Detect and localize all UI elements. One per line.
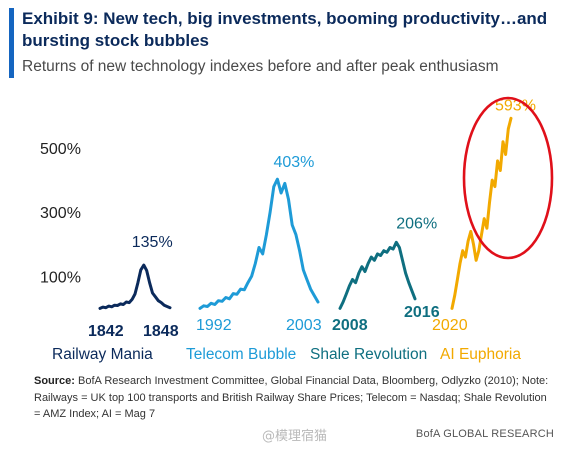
- title-accent-bar: [9, 8, 14, 78]
- series-name-label: Shale Revolution: [310, 346, 427, 363]
- series-line-ai-euphoria: [450, 116, 513, 310]
- series-line-railway-mania: [98, 263, 172, 310]
- peak-label: 403%: [273, 154, 314, 171]
- chart-title: Exhibit 9: New tech, big investments, bo…: [22, 9, 548, 50]
- series-line-shale-revolution: [338, 240, 417, 310]
- start-year-label: 2020: [432, 317, 468, 334]
- y-tick-label: 100%: [40, 269, 81, 286]
- end-year-label: 1848: [143, 323, 179, 340]
- source-text: BofA Research Investment Committee, Glob…: [34, 375, 549, 420]
- highlight-oval: [462, 96, 554, 260]
- y-tick-label: 500%: [40, 141, 81, 158]
- series-name-label: Railway Mania: [52, 346, 153, 363]
- peak-label: 206%: [396, 215, 437, 232]
- brand-logo-text: BofA GLOBAL RESEARCH: [415, 428, 554, 440]
- y-tick-label: 300%: [40, 205, 81, 222]
- start-year-label: 1842: [88, 323, 124, 340]
- y-axis: 100% 300% 500%: [40, 141, 81, 286]
- watermark: @模理宿猫: [262, 429, 328, 444]
- peak-label: 593%: [495, 97, 536, 114]
- label-layer: 135% 1842 1848 Railway Mania 403% 1992 2003 Tel…: [52, 97, 536, 363]
- end-year-label: 2003: [286, 317, 322, 334]
- chart-subtitle: Returns of new technology indexes before…: [22, 58, 499, 75]
- series-line-telecom-bubble: [198, 177, 320, 310]
- start-year-label: 2008: [332, 317, 368, 334]
- peak-label: 135%: [132, 234, 173, 251]
- series-name-label: Telecom Bubble: [186, 346, 296, 363]
- series-layer: [98, 116, 513, 310]
- source-label: Source:: [34, 375, 75, 387]
- source-note: Source: BofA Research Investment Committ…: [34, 373, 554, 423]
- start-year-label: 1992: [196, 317, 232, 334]
- end-year-label: 2016: [404, 304, 440, 321]
- series-name-label: AI Euphoria: [440, 346, 521, 363]
